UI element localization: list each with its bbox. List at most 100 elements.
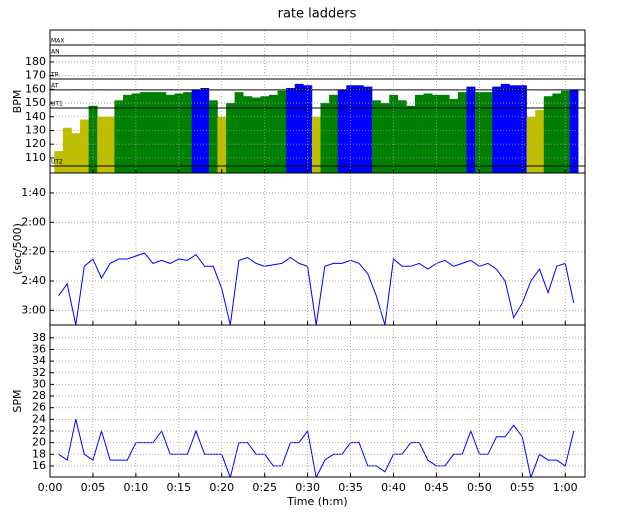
x-tick-label: 0:50	[467, 481, 492, 494]
y-tick-label: 3:00	[21, 303, 46, 316]
hr-bar	[260, 96, 270, 173]
zone-label: UT2	[51, 159, 63, 166]
hr-bar	[294, 83, 304, 173]
hr-bar	[277, 90, 287, 173]
hr-bar	[251, 97, 261, 173]
plot-frame	[49, 172, 586, 326]
y-tick-label: 2:00	[21, 215, 46, 228]
hr-bar	[354, 85, 364, 173]
hr-bar	[380, 103, 390, 173]
data-line	[58, 252, 575, 325]
y-tick-label: 26	[32, 401, 46, 414]
zone-label: TR	[50, 71, 59, 78]
hr-bar	[483, 92, 493, 173]
hr-bar	[200, 87, 210, 173]
hr-bar	[140, 92, 150, 173]
x-tick-label: 1:00	[553, 481, 578, 494]
x-tick-label: 0:20	[209, 481, 234, 494]
hr-bar	[234, 92, 244, 173]
y-tick-label: 18	[32, 447, 46, 460]
hr-bar	[311, 116, 321, 173]
hr-bar	[243, 96, 253, 173]
hr-bar	[560, 90, 570, 173]
hr-bar	[208, 100, 218, 173]
hr-bar	[457, 92, 467, 173]
hr-bar	[543, 96, 553, 173]
hr-bar	[449, 98, 459, 173]
hr-bar	[148, 92, 158, 173]
zone-label: UT1	[51, 101, 63, 108]
plot-area	[58, 252, 575, 325]
y-tick-label: 34	[32, 354, 46, 367]
zone-label: AN	[51, 48, 60, 55]
x-tick-label: 0:15	[166, 481, 191, 494]
zone-label: AT	[51, 82, 59, 89]
hr-bar	[97, 116, 107, 173]
hr-bar	[569, 89, 579, 173]
hr-bar	[500, 83, 510, 173]
x-tick-label: 0:30	[295, 481, 320, 494]
y-tick-label: 160	[25, 82, 46, 95]
hr-bar	[226, 103, 235, 173]
hr-bar	[526, 116, 536, 173]
hr-bar	[88, 105, 98, 173]
y-tick-label: 140	[25, 110, 46, 123]
y-tick-label: 1:40	[21, 186, 46, 199]
hr-bar	[105, 116, 115, 173]
y-tick-label: 28	[32, 389, 46, 402]
y-tick-label: 2:40	[21, 274, 46, 287]
y-tick-label: 30	[32, 377, 46, 390]
hr-bar	[329, 94, 338, 173]
hr-bar	[509, 85, 519, 173]
y-tick-label: 38	[32, 331, 46, 344]
y-tick-label: 110	[25, 151, 46, 164]
hr-bar	[268, 94, 278, 173]
hr-bar	[122, 94, 132, 173]
hr-bar	[389, 94, 399, 173]
x-tick-label: 0:10	[124, 481, 149, 494]
y-axis-label: SPM	[11, 389, 24, 412]
x-tick-label: 0:35	[338, 481, 363, 494]
hr-bar	[71, 133, 81, 173]
y-tick-label: 24	[32, 412, 46, 425]
y-tick-label: 32	[32, 366, 46, 379]
hr-bar	[414, 94, 424, 173]
hr-bar	[131, 93, 141, 173]
hr-bar	[397, 100, 407, 173]
hr-bar	[157, 92, 167, 173]
plot-area: UT2 UT1 AT TR AN MAX	[50, 37, 585, 173]
y-tick-label: 180	[25, 55, 46, 68]
x-tick-label: 0:00	[38, 481, 63, 494]
hr-bar	[80, 119, 89, 173]
y-tick-label: 170	[25, 69, 46, 82]
hr-bar	[492, 86, 502, 173]
x-tick-label: 0:25	[252, 481, 277, 494]
hr-bar	[372, 100, 381, 173]
y-tick-label: 36	[32, 342, 46, 355]
hr-bar	[552, 93, 562, 173]
hr-bar	[337, 89, 347, 173]
hr-bar	[54, 151, 64, 173]
hr-bar	[466, 86, 476, 173]
y-tick-label: 20	[32, 436, 46, 449]
zone-label: MAX	[51, 37, 64, 44]
hr-bar	[191, 89, 201, 173]
chart-title: rate ladders	[278, 7, 357, 22]
x-tick-label: 0:55	[510, 481, 535, 494]
hr-bar	[165, 94, 175, 173]
x-tick-label: 0:40	[381, 481, 406, 494]
hr-bar	[406, 105, 416, 173]
hr-bar	[183, 92, 192, 173]
x-axis-label: Time (h:m)	[286, 495, 347, 508]
hr-bar	[62, 127, 72, 173]
hr-bar	[423, 93, 433, 173]
y-axis-label: BPM	[11, 90, 24, 114]
hr-bar	[440, 94, 450, 173]
hr-bar	[114, 100, 124, 173]
hr-bar	[174, 93, 184, 173]
y-tick-label: 120	[25, 137, 46, 150]
y-axis-label: (sec/500)	[11, 223, 24, 275]
hr-bar	[320, 103, 330, 173]
y-tick-label: 2:20	[21, 245, 46, 258]
